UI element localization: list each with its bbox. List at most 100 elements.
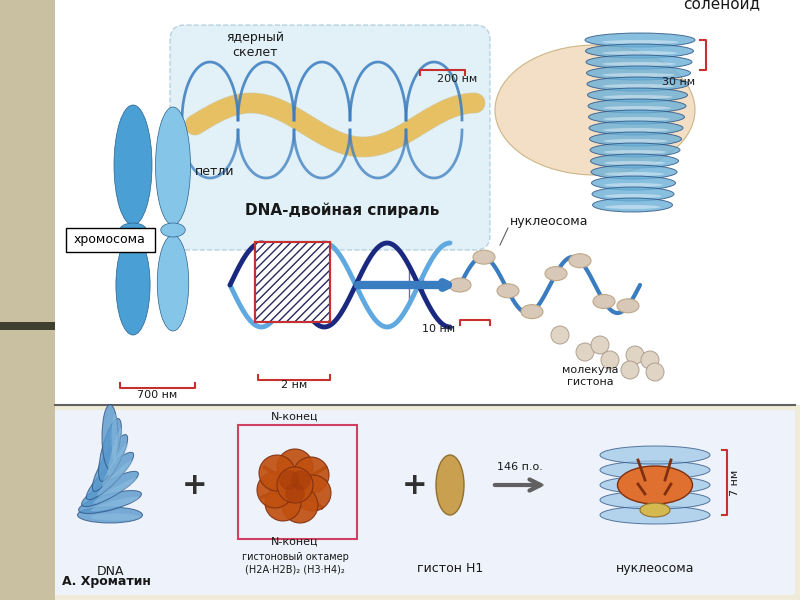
Ellipse shape	[600, 491, 710, 509]
Ellipse shape	[449, 278, 471, 292]
Text: +: +	[402, 470, 428, 499]
Ellipse shape	[605, 205, 661, 209]
Ellipse shape	[78, 507, 142, 523]
Ellipse shape	[602, 106, 671, 110]
Ellipse shape	[589, 110, 685, 124]
Ellipse shape	[586, 44, 694, 58]
Text: соленоид: соленоид	[683, 0, 760, 11]
Circle shape	[295, 475, 331, 511]
Bar	[255, 242, 330, 322]
Ellipse shape	[97, 460, 133, 496]
Ellipse shape	[604, 161, 666, 165]
Ellipse shape	[90, 514, 140, 520]
Ellipse shape	[593, 295, 615, 308]
Ellipse shape	[586, 66, 690, 80]
Circle shape	[646, 363, 664, 381]
Text: А. Хроматин: А. Хроматин	[62, 575, 151, 588]
Ellipse shape	[617, 299, 639, 313]
Circle shape	[641, 351, 659, 369]
Ellipse shape	[521, 305, 543, 319]
FancyBboxPatch shape	[170, 25, 490, 250]
Ellipse shape	[155, 107, 190, 225]
Ellipse shape	[604, 172, 664, 176]
Text: 146 п.о.: 146 п.о.	[497, 462, 543, 472]
Circle shape	[277, 449, 313, 485]
Ellipse shape	[590, 154, 678, 168]
Ellipse shape	[158, 235, 189, 331]
Circle shape	[293, 457, 329, 493]
Ellipse shape	[640, 503, 670, 517]
Ellipse shape	[602, 51, 678, 55]
Ellipse shape	[603, 128, 669, 132]
Text: N-конец: N-конец	[271, 412, 318, 422]
Ellipse shape	[586, 55, 692, 69]
Ellipse shape	[604, 183, 663, 187]
Ellipse shape	[120, 223, 146, 237]
Ellipse shape	[602, 84, 674, 88]
Circle shape	[601, 351, 619, 369]
Text: 200 нм: 200 нм	[438, 74, 478, 84]
Ellipse shape	[603, 139, 668, 143]
Ellipse shape	[102, 443, 128, 487]
Ellipse shape	[587, 88, 687, 102]
Ellipse shape	[545, 266, 567, 281]
Circle shape	[285, 483, 305, 503]
Text: 10 нм: 10 нм	[422, 324, 455, 334]
Circle shape	[277, 467, 313, 503]
Circle shape	[291, 470, 311, 490]
Ellipse shape	[602, 40, 678, 44]
Text: +: +	[182, 470, 208, 499]
Circle shape	[576, 343, 594, 361]
Ellipse shape	[600, 506, 710, 524]
Text: гистоновый октамер
(Н2А·Н2В)₂ (Н3·Н4)₂: гистоновый октамер (Н2А·Н2В)₂ (Н3·Н4)₂	[242, 553, 349, 574]
Ellipse shape	[600, 476, 710, 494]
Circle shape	[265, 485, 301, 521]
Ellipse shape	[588, 99, 686, 113]
Circle shape	[257, 472, 293, 508]
Circle shape	[626, 346, 644, 364]
Ellipse shape	[161, 223, 186, 237]
Ellipse shape	[587, 77, 689, 91]
FancyBboxPatch shape	[66, 228, 155, 252]
Text: 7 нм: 7 нм	[730, 469, 740, 496]
Bar	[255, 242, 330, 322]
Text: 700 нм: 700 нм	[138, 390, 178, 400]
Ellipse shape	[78, 491, 142, 514]
Text: DNA-двойная спираль: DNA-двойная спираль	[245, 202, 439, 218]
Ellipse shape	[600, 461, 710, 479]
Ellipse shape	[618, 466, 693, 504]
Ellipse shape	[98, 419, 122, 481]
Ellipse shape	[592, 187, 674, 201]
Text: 2 нм: 2 нм	[281, 380, 307, 390]
Circle shape	[551, 326, 569, 344]
Circle shape	[621, 361, 639, 379]
Ellipse shape	[603, 117, 670, 121]
Ellipse shape	[436, 455, 464, 515]
Ellipse shape	[92, 434, 128, 491]
Text: DNA: DNA	[96, 565, 124, 578]
Text: 30 нм: 30 нм	[662, 77, 695, 87]
Ellipse shape	[591, 165, 677, 179]
Ellipse shape	[473, 250, 495, 264]
Ellipse shape	[495, 45, 695, 175]
Text: нуклеосома: нуклеосома	[510, 215, 589, 228]
Text: нуклеосома: нуклеосома	[616, 562, 694, 575]
Text: N-конец: N-конец	[271, 537, 318, 547]
Ellipse shape	[111, 414, 118, 464]
Circle shape	[591, 336, 609, 354]
Ellipse shape	[585, 33, 695, 47]
Circle shape	[282, 487, 318, 523]
Ellipse shape	[569, 254, 591, 268]
Text: петли: петли	[195, 165, 234, 178]
Ellipse shape	[82, 472, 138, 506]
Ellipse shape	[114, 105, 152, 225]
Ellipse shape	[604, 194, 662, 198]
Circle shape	[259, 455, 295, 491]
Circle shape	[279, 470, 299, 490]
Bar	[0, 0, 55, 600]
Ellipse shape	[602, 62, 676, 66]
Ellipse shape	[94, 478, 137, 504]
Ellipse shape	[603, 150, 666, 154]
Ellipse shape	[590, 132, 682, 146]
Bar	[55, 410, 795, 595]
